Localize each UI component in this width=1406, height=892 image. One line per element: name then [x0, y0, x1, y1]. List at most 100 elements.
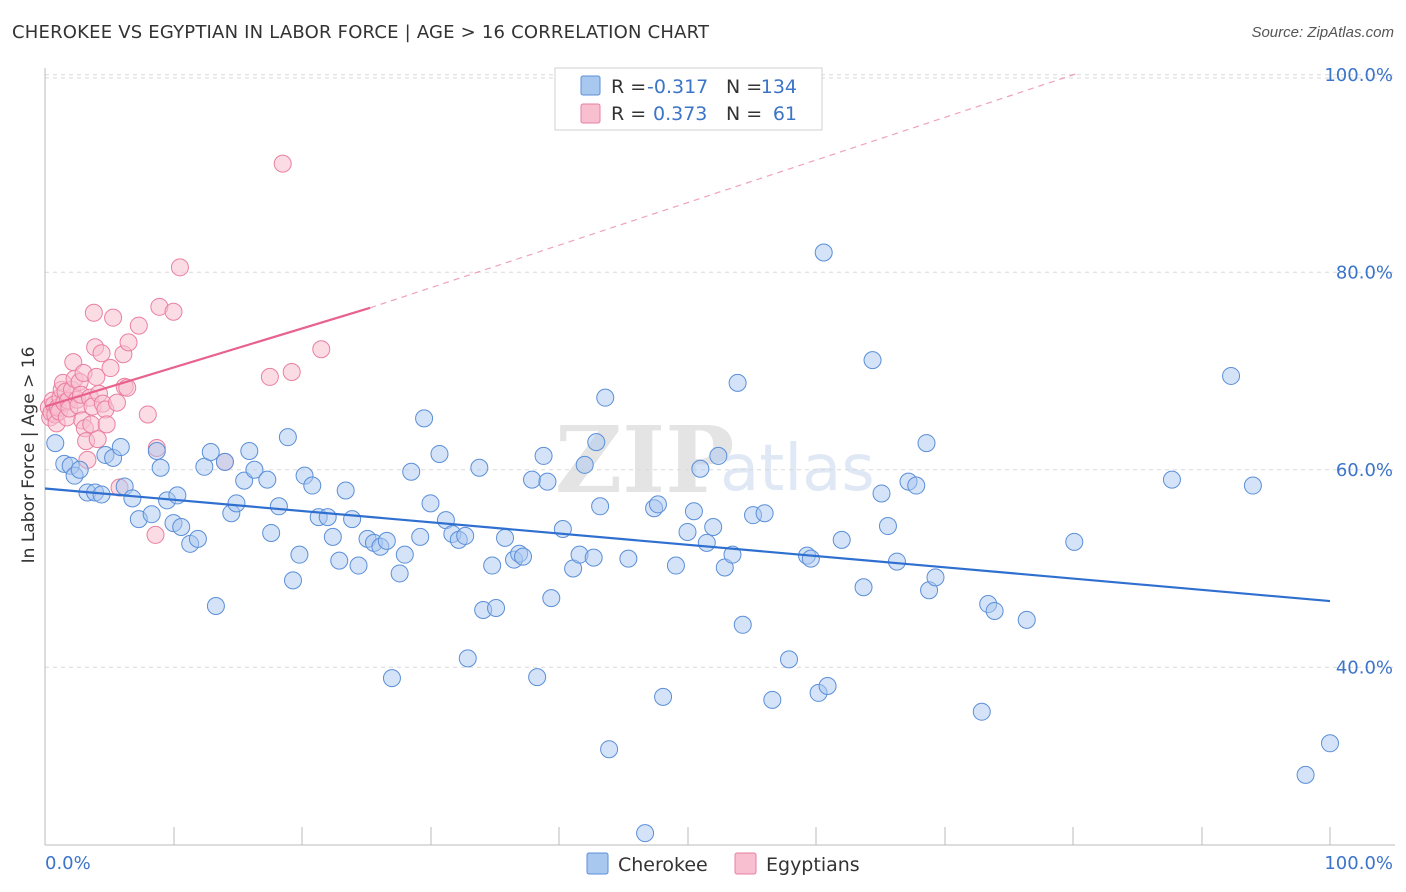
cherokee-point-126	[1162, 470, 1181, 489]
cherokee-point-0	[46, 434, 65, 453]
egyptians-point-54	[164, 302, 183, 321]
legend-bottom-label-cherokee: Cherokee	[618, 854, 708, 876]
cherokee-point-96	[709, 446, 728, 465]
cherokee-point-120	[926, 568, 945, 587]
cherokee-point-44	[336, 481, 355, 500]
egyptians-point-49	[129, 316, 148, 335]
legend-n-label-cherokee: N =	[726, 76, 762, 98]
cherokee-trend-line	[44, 487, 1331, 603]
axes	[44, 68, 1395, 846]
cherokee-point-15	[147, 441, 166, 460]
cherokee-point-55	[411, 527, 430, 546]
egyptians-point-43	[107, 393, 126, 412]
y-tick-label-3: 100.0%	[1324, 65, 1393, 86]
cherokee-point-73	[528, 668, 547, 687]
cherokee-point-112	[863, 351, 882, 370]
cherokee-point-128	[1243, 476, 1262, 495]
cherokee-point-121	[972, 702, 991, 721]
cherokee-point-131	[636, 824, 655, 843]
watermark-atlas: atlas	[720, 432, 875, 506]
cherokee-point-117	[907, 476, 926, 495]
cherokee-point-80	[575, 455, 594, 474]
cherokee-point-71	[514, 547, 533, 566]
cherokee-point-26	[215, 452, 234, 471]
cherokee-point-88	[648, 495, 667, 514]
y-tick-label-1: 60.0%	[1336, 460, 1393, 481]
cherokee-point-28	[227, 494, 246, 513]
cherokee-point-37	[290, 545, 309, 564]
egyptians-point-48	[119, 333, 138, 352]
cherokee-point-45	[343, 510, 362, 529]
cherokee-point-53	[395, 545, 414, 564]
cherokee-point-94	[697, 533, 716, 552]
legend-bottom-swatch-cherokee	[586, 852, 609, 875]
cherokee-point-30	[240, 441, 259, 460]
cherokee-point-39	[303, 476, 322, 495]
cherokee-point-22	[188, 529, 207, 548]
cherokee-point-104	[780, 650, 799, 669]
chart-title: CHEROKEE VS EGYPTIAN IN LABOR FORCE | AG…	[12, 22, 710, 43]
legend-r-label-egyptians: R =	[611, 103, 646, 125]
egyptians-point-37	[92, 344, 111, 363]
cherokee-point-24	[201, 442, 220, 461]
cherokee-point-108	[818, 677, 837, 696]
legend-r-value-egyptians: 0.373	[653, 103, 707, 125]
cherokee-point-130	[1321, 734, 1339, 753]
cherokee-point-86	[619, 549, 638, 568]
cherokee-point-100	[733, 615, 752, 634]
cherokee-point-93	[691, 459, 710, 478]
cherokee-point-92	[684, 502, 703, 521]
egyptians-point-40	[97, 415, 116, 434]
cherokee-point-10	[111, 438, 130, 457]
series-legend: Cherokee Egyptians	[586, 852, 860, 876]
egyptians-trend-extension	[369, 72, 1080, 309]
cherokee-point-82	[587, 433, 606, 452]
cherokee-point-50	[377, 531, 396, 550]
cherokee-point-95	[704, 518, 723, 537]
cherokee-point-34	[269, 497, 288, 516]
cherokee-point-46	[349, 556, 368, 575]
legend-bottom-swatch-egyptians	[734, 852, 757, 875]
egyptians-point-42	[104, 308, 123, 327]
cherokee-point-14	[142, 505, 161, 524]
egyptians-point-32	[84, 303, 103, 322]
legend-n-label-egyptians: N =	[726, 103, 762, 125]
cherokee-point-57	[421, 494, 440, 513]
cherokee-point-58	[430, 444, 449, 463]
trend-lines	[44, 72, 1331, 603]
x-tick-label-min: 0.0%	[45, 853, 91, 874]
cherokee-point-102	[755, 504, 774, 523]
egyptians-series	[39, 154, 331, 544]
cherokee-point-33	[262, 523, 281, 542]
legend-swatch-cherokee	[580, 75, 601, 96]
cherokee-point-25	[206, 597, 225, 616]
cherokee-point-118	[917, 434, 936, 453]
y-tick-label-0: 40.0%	[1336, 657, 1393, 678]
egyptians-point-60	[312, 340, 331, 359]
cherokee-point-52	[390, 564, 409, 583]
x-tick-label-max: 100.0%	[1324, 853, 1393, 874]
cherokee-point-20	[172, 518, 191, 537]
legend-r-label-cherokee: R =	[611, 76, 646, 98]
cherokee-point-63	[458, 649, 477, 668]
correlation-legend: R = -0.317 N = 134 R = 0.373 N = 61	[554, 67, 823, 131]
cherokee-point-68	[496, 528, 515, 547]
egyptians-point-58	[273, 154, 292, 173]
cherokee-point-109	[814, 243, 833, 262]
cherokee-point-23	[195, 457, 214, 476]
cherokee-point-127	[1222, 366, 1241, 385]
cherokee-point-67	[487, 599, 506, 617]
cherokee-point-74	[534, 446, 553, 465]
cherokee-point-106	[801, 549, 820, 568]
cherokee-point-98	[723, 545, 742, 564]
legend-n-value-cherokee: 134	[761, 76, 797, 98]
cherokee-point-31	[245, 460, 264, 479]
cherokee-point-113	[872, 484, 891, 503]
cherokee-point-129	[1296, 765, 1315, 784]
cherokee-point-12	[123, 489, 142, 508]
x-tick-labels: 0.0% 100.0%	[45, 853, 1393, 874]
egyptians-point-50	[138, 405, 157, 424]
cherokee-point-85	[600, 740, 619, 759]
cherokee-point-114	[878, 517, 897, 536]
cherokee-point-99	[728, 373, 747, 392]
